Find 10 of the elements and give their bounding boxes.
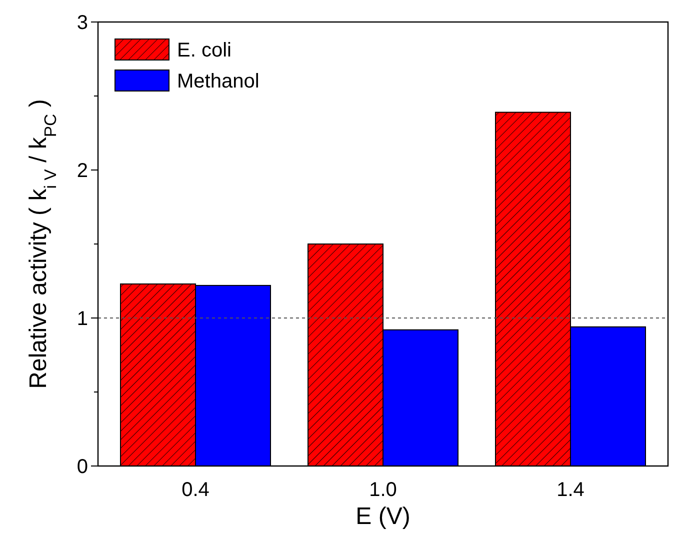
y-tick-label: 3 xyxy=(76,12,88,34)
x-tick-label: 1.4 xyxy=(556,479,584,501)
x-tick-label: 0.4 xyxy=(182,479,210,501)
y-tick-label: 0 xyxy=(76,456,88,478)
legend-label: Methanol xyxy=(177,70,260,92)
x-axis-title: E (V) xyxy=(356,503,410,530)
legend-label: E. coli xyxy=(177,40,232,62)
x-tick-label: 1.0 xyxy=(369,479,397,501)
y-tick-label: 1 xyxy=(76,308,88,330)
y-tick-label: 2 xyxy=(76,160,88,182)
